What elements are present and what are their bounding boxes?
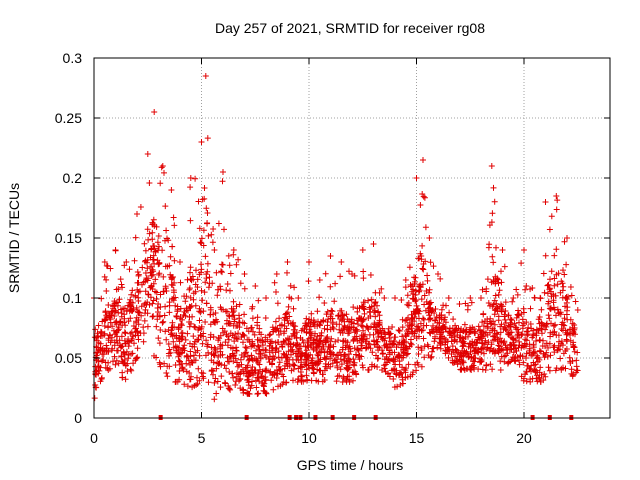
x-tick-label: 10 [301,430,317,446]
x-tick-label: 5 [198,430,206,446]
y-tick-label: 0.1 [63,290,83,306]
chart-title: Day 257 of 2021, SRMTID for receiver rg0… [215,20,485,36]
y-tick-label: 0.05 [55,350,82,366]
x-tick-label: 20 [516,430,532,446]
y-tick-label: 0.2 [63,170,83,186]
y-axis-label: SRMTID / TECUs [6,183,22,293]
x-tick-label: 0 [90,430,98,446]
x-axis-label: GPS time / hours [297,457,404,473]
x-tick-label: 15 [409,430,425,446]
y-tick-label: 0 [74,410,82,426]
y-tick-label: 0.3 [63,50,83,66]
y-tick-label: 0.15 [55,230,82,246]
axis-ticks: 0 5 10 15 20 0 0.05 0.1 0.15 0.2 0.25 0.3 [55,50,610,446]
y-tick-label: 0.25 [55,110,82,126]
data-points [91,73,581,403]
scatter-point-cloud [91,73,581,403]
